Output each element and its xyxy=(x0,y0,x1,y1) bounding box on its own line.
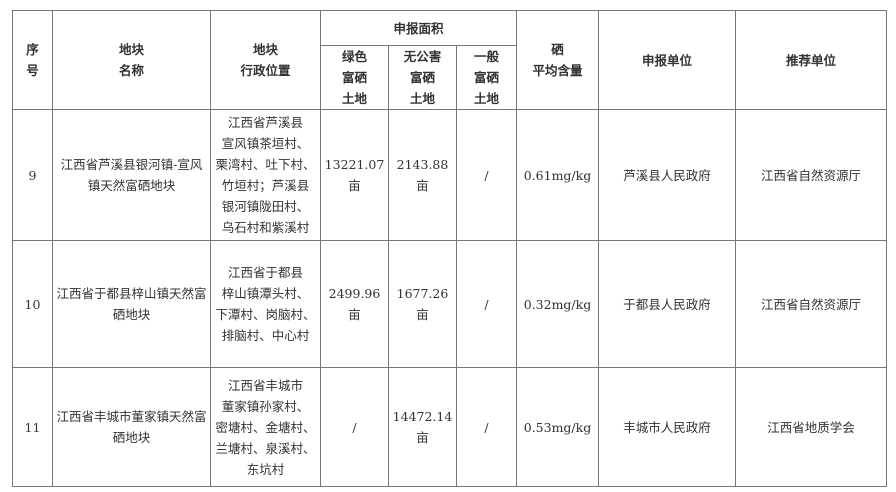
cell-recommender: 江西省地质学会 xyxy=(735,367,887,487)
cell-general: / xyxy=(456,109,517,241)
cell-name: 江西省丰城市董家镇天然富硒地块 xyxy=(52,367,211,487)
cell-green: 2499.96 亩 xyxy=(320,240,389,368)
cell-applicant: 芦溪县人民政府 xyxy=(598,109,736,241)
cell-location: 江西省于都县 梓山镇潭头村、 下潭村、岗脑村、 排脑村、中心村 xyxy=(210,240,321,368)
cell-name: 江西省于都县梓山镇天然富硒地块 xyxy=(52,240,211,368)
header-selenium: 硒 平均含量 xyxy=(516,10,599,110)
header-index: 序 号 xyxy=(12,10,53,110)
cell-pollution-free: 1677.26 亩 xyxy=(388,240,457,368)
header-recommender: 推荐单位 xyxy=(735,10,887,110)
cell-pollution-free: 2143.88 亩 xyxy=(388,109,457,241)
table-row: 10 江西省于都县梓山镇天然富硒地块 江西省于都县 梓山镇潭头村、 下潭村、岗脑… xyxy=(12,240,887,368)
header-applicant: 申报单位 xyxy=(598,10,736,110)
table-row: 9 江西省芦溪县银河镇-宣风镇天然富硒地块 江西省芦溪县 宣风镇茶垣村、 栗湾村… xyxy=(12,109,887,241)
cell-pollution-free: 14472.14 亩 xyxy=(388,367,457,487)
header-location: 地块 行政位置 xyxy=(210,10,321,110)
cell-general: / xyxy=(456,240,517,368)
header-area-group: 申报面积 xyxy=(320,10,517,46)
header-pollution-free: 无公害 富硒 土地 xyxy=(388,45,457,110)
cell-index: 11 xyxy=(12,367,53,487)
cell-location: 江西省丰城市 董家镇孙家村、 密塘村、金塘村、 兰塘村、泉溪村、 东坑村 xyxy=(210,367,321,487)
cell-recommender: 江西省自然资源厅 xyxy=(735,109,887,241)
selenium-land-table: 序 号 地块 名称 地块 行政位置 申报面积 硒 平均含量 申报单位 推荐单位 … xyxy=(12,10,887,487)
cell-recommender: 江西省自然资源厅 xyxy=(735,240,887,368)
header-green: 绿色 富硒 土地 xyxy=(320,45,389,110)
table-row: 11 江西省丰城市董家镇天然富硒地块 江西省丰城市 董家镇孙家村、 密塘村、金塘… xyxy=(12,367,887,487)
cell-location: 江西省芦溪县 宣风镇茶垣村、 栗湾村、吐下村、 竹垣村；芦溪县 银河镇陇田村、 … xyxy=(210,109,321,241)
header-name: 地块 名称 xyxy=(52,10,211,110)
cell-index: 10 xyxy=(12,240,53,368)
cell-name: 江西省芦溪县银河镇-宣风镇天然富硒地块 xyxy=(52,109,211,241)
cell-general: / xyxy=(456,367,517,487)
cell-selenium: 0.32mg/kg xyxy=(516,240,599,368)
cell-green: 13221.07 亩 xyxy=(320,109,389,241)
cell-green: / xyxy=(320,367,389,487)
cell-applicant: 于都县人民政府 xyxy=(598,240,736,368)
cell-index: 9 xyxy=(12,109,53,241)
cell-selenium: 0.61mg/kg xyxy=(516,109,599,241)
header-general: 一般 富硒 土地 xyxy=(456,45,517,110)
cell-selenium: 0.53mg/kg xyxy=(516,367,599,487)
cell-applicant: 丰城市人民政府 xyxy=(598,367,736,487)
